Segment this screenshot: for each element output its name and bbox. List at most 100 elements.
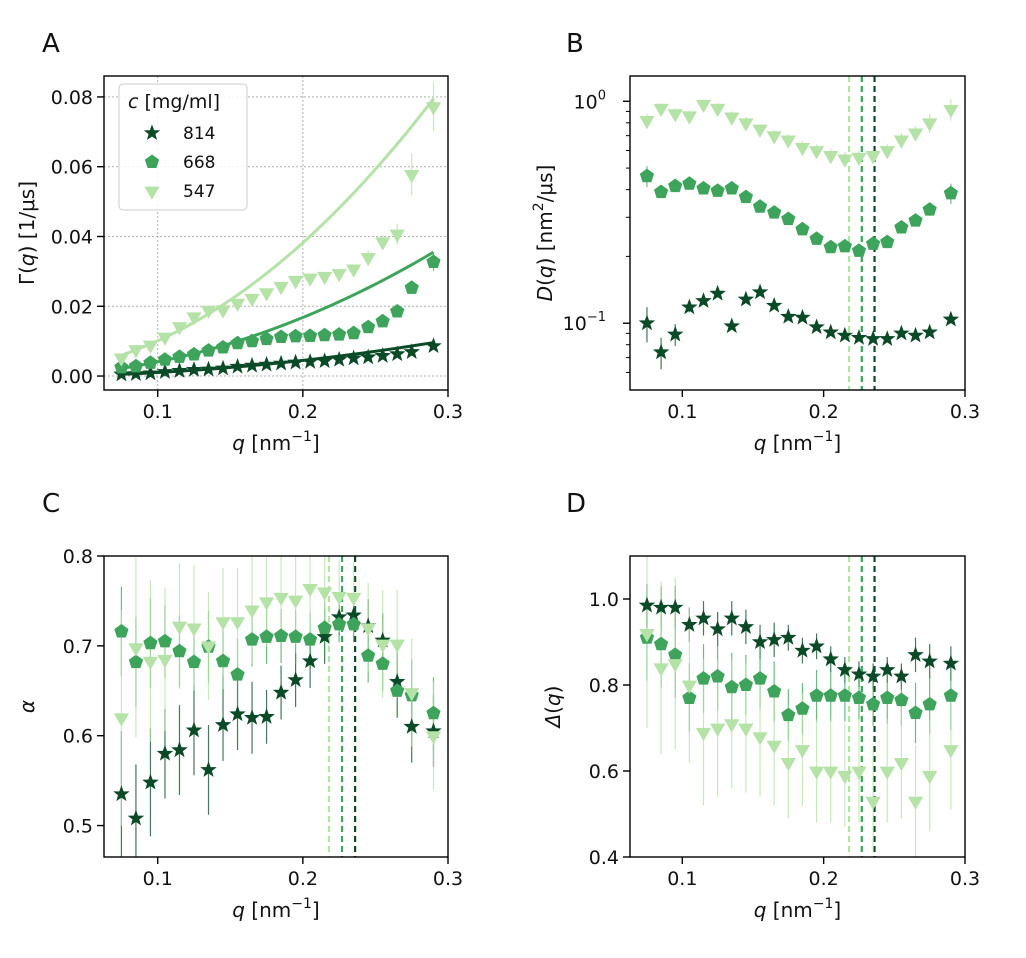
- marker-547: [752, 732, 768, 746]
- panel-label-b: B: [566, 29, 584, 59]
- marker-547: [639, 116, 655, 130]
- legend-marker-547: [144, 186, 160, 200]
- marker-668: [302, 632, 318, 646]
- marker-668: [426, 254, 441, 269]
- marker-814: [864, 667, 882, 684]
- marker-668: [215, 653, 231, 668]
- marker-547: [404, 169, 420, 184]
- marker-814: [751, 633, 769, 650]
- marker-814: [822, 650, 839, 667]
- marker-668: [865, 236, 881, 250]
- x-tick-label: 0.2: [288, 401, 318, 423]
- marker-814: [942, 654, 960, 671]
- legend-marker-814: [143, 124, 161, 141]
- legend-box: [118, 83, 248, 211]
- y-label-var: α: [15, 700, 39, 713]
- marker-814: [229, 357, 246, 374]
- marker-547: [113, 713, 130, 727]
- marker-668: [767, 683, 782, 698]
- marker-814: [822, 323, 839, 340]
- marker-814: [765, 631, 783, 647]
- marker-814: [709, 284, 726, 301]
- x-tick-label: 0.1: [667, 401, 697, 423]
- marker-547: [244, 293, 260, 308]
- marker-668: [908, 705, 923, 720]
- marker-814: [301, 652, 319, 669]
- marker-547: [823, 766, 839, 780]
- legend-title-var: c: [128, 91, 139, 113]
- marker-547: [851, 766, 867, 780]
- y-tick-label: 0.6: [63, 726, 93, 748]
- marker-547: [273, 281, 289, 296]
- marker-547: [389, 639, 405, 653]
- marker-668: [752, 671, 768, 685]
- marker-668: [172, 643, 187, 658]
- x-tick-label: 0.2: [288, 868, 318, 890]
- marker-547: [837, 154, 853, 168]
- y-label-part: ) [1/μs]: [15, 181, 39, 253]
- x-tick-label: 0.3: [950, 868, 980, 890]
- x-tick-label: 0.3: [950, 401, 980, 423]
- marker-668: [128, 358, 144, 373]
- marker-814: [666, 325, 684, 342]
- x-axis-label-exp: −1: [291, 896, 312, 912]
- marker-668: [273, 628, 289, 643]
- x-axis-label-unit: [nm: [245, 898, 291, 922]
- marker-814: [780, 308, 797, 324]
- marker-547: [157, 654, 173, 669]
- y-tick-label: 0.4: [589, 847, 619, 869]
- marker-668: [375, 656, 390, 670]
- marker-547: [766, 740, 782, 754]
- marker-668: [404, 280, 419, 294]
- marker-814: [127, 809, 145, 826]
- marker-814: [921, 323, 938, 340]
- y-tick-label-exp: −1: [587, 310, 606, 325]
- marker-547: [865, 151, 881, 165]
- y-tick-label: 0.00: [51, 366, 93, 388]
- marker-547: [142, 340, 159, 354]
- marker-668: [851, 690, 867, 704]
- marker-668: [244, 333, 260, 348]
- marker-547: [808, 146, 825, 160]
- marker-547: [879, 766, 895, 780]
- x-axis-label: q [nm−1]: [232, 429, 319, 455]
- marker-814: [403, 718, 420, 734]
- marker-814: [893, 667, 910, 684]
- marker-668: [943, 688, 958, 702]
- marker-814: [142, 773, 159, 790]
- marker-814: [171, 741, 188, 758]
- x-axis-label-exp: −1: [813, 896, 834, 912]
- marker-547: [780, 135, 796, 149]
- panel-d: D 0.1 0.2 0.30.40.60.81.0q [nm−1]Δ(q): [541, 489, 980, 922]
- marker-814: [113, 365, 130, 382]
- marker-814: [942, 310, 960, 327]
- marker-668: [880, 234, 895, 249]
- marker-814: [374, 347, 391, 363]
- legend-title: c [mg/ml]: [128, 91, 220, 113]
- marker-814: [403, 343, 420, 359]
- marker-547: [653, 103, 669, 118]
- marker-668: [710, 183, 725, 197]
- x-axis-label-exp: −1: [813, 429, 834, 445]
- x-axis-label-var: q: [232, 431, 245, 455]
- marker-668: [390, 304, 405, 318]
- marker-547: [851, 152, 867, 166]
- marker-547: [907, 128, 924, 142]
- marker-668: [738, 677, 754, 692]
- marker-814: [808, 318, 825, 335]
- marker-668: [157, 633, 173, 648]
- marker-814: [907, 326, 924, 343]
- marker-668: [201, 343, 216, 357]
- marker-547: [200, 305, 217, 319]
- marker-547: [922, 770, 938, 785]
- marker-547: [258, 597, 275, 611]
- marker-668: [128, 654, 144, 669]
- marker-668: [837, 238, 852, 253]
- y-label-var: q: [541, 693, 565, 706]
- marker-668: [259, 629, 274, 643]
- marker-668: [426, 705, 441, 720]
- marker-668: [865, 696, 881, 711]
- y-axis-label: α: [15, 700, 39, 713]
- marker-814: [921, 652, 938, 669]
- marker-814: [388, 345, 406, 362]
